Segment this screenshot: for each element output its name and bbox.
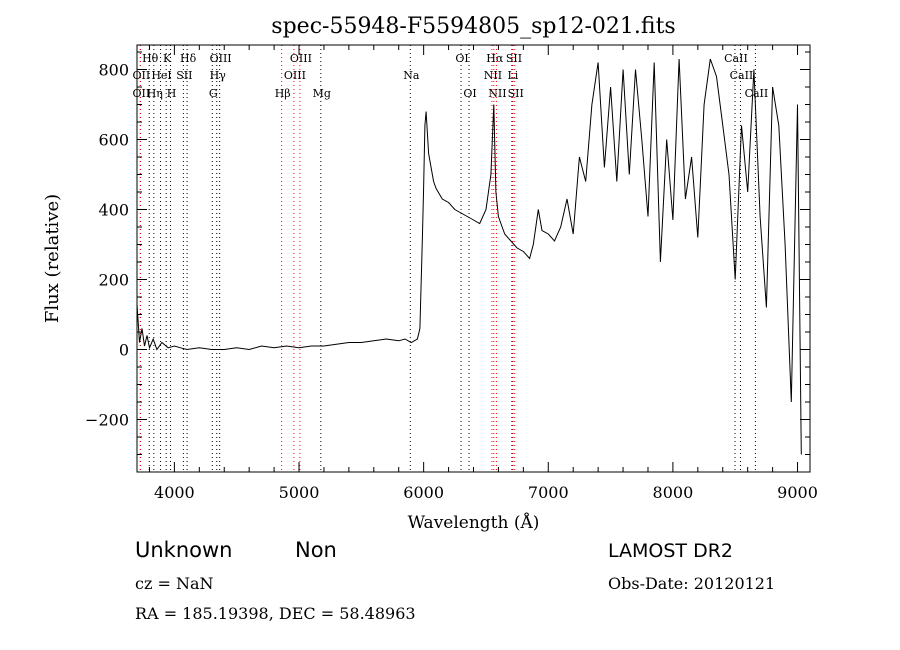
line-marker-label: OIII [284, 69, 306, 82]
line-marker-label: NII [484, 69, 502, 82]
line-marker-label: K [163, 52, 172, 65]
line-marker-label: HeI [151, 69, 171, 82]
line-marker-label: OIII [210, 52, 232, 65]
line-marker-label: SII [508, 87, 524, 100]
line-marker-label: CaII [724, 52, 748, 65]
line-marker-label: Hγ [210, 69, 227, 82]
y-tick-label: 0 [119, 341, 129, 360]
y-tick-label: −200 [85, 411, 129, 430]
y-tick-label: 200 [98, 271, 129, 290]
obs-date-label: Obs-Date: 20120121 [608, 574, 776, 593]
line-marker-label: Hθ [142, 52, 159, 65]
line-marker-label: NII [488, 87, 506, 100]
coordinates-label: RA = 185.19398, DEC = 58.48963 [135, 604, 416, 623]
x-tick-label: 7000 [528, 483, 569, 502]
line-marker-label: Na [403, 69, 420, 82]
x-tick-label: 6000 [403, 483, 444, 502]
x-tick-label: 9000 [777, 483, 818, 502]
redshift-label: cz = NaN [135, 574, 214, 593]
chart-title: spec-55948-F5594805_sp12-021.fits [271, 14, 675, 39]
line-marker-label: Hα [486, 52, 504, 65]
x-tick-label: 8000 [653, 483, 694, 502]
line-marker-label: Hδ [180, 52, 197, 65]
line-marker-label: G [209, 87, 218, 100]
line-marker-label: OI [463, 87, 476, 100]
x-axis-label: Wavelength (Å) [408, 512, 540, 533]
spectrum-line [136, 58, 802, 455]
line-marker-label: SII [506, 52, 522, 65]
line-marker-label: SII [176, 69, 192, 82]
line-marker-label: CaII [745, 87, 769, 100]
line-marker-label: OII [133, 69, 151, 82]
x-tick-label: 5000 [279, 483, 320, 502]
line-marker-label: H [167, 87, 177, 100]
line-marker-label: Hη [147, 87, 163, 100]
y-tick-label: 400 [98, 201, 129, 220]
line-marker-label: Mg [313, 87, 331, 100]
line-marker-label: CaII [730, 69, 754, 82]
plot-frame [136, 44, 811, 473]
x-tick-label: 4000 [154, 483, 195, 502]
survey-label: LAMOST DR2 [608, 540, 733, 562]
line-marker-label: Hβ [275, 87, 291, 100]
y-axis-label: Flux (relative) [42, 194, 63, 323]
y-tick-label: 800 [98, 61, 129, 80]
line-marker-label: OII [133, 87, 151, 100]
class-label: Unknown [135, 538, 233, 562]
subclass-label: Non [295, 538, 337, 562]
line-marker-label: OIII [290, 52, 312, 65]
y-tick-label: 600 [98, 131, 129, 150]
line-marker-label: OI [455, 52, 468, 65]
line-marker-label: Li [507, 69, 518, 82]
